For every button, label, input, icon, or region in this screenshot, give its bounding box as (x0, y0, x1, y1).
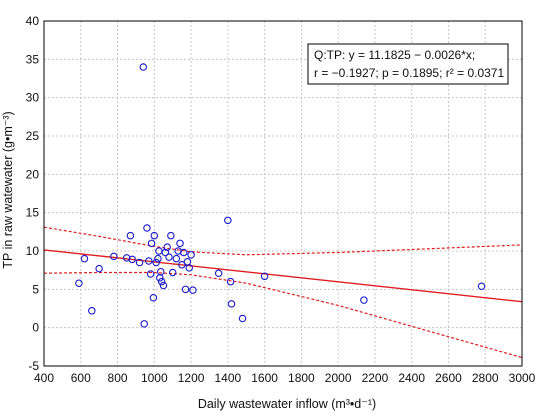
data-points (75, 63, 486, 328)
data-point (224, 216, 232, 225)
data-point (150, 231, 159, 240)
fit-line (43, 249, 523, 303)
x-axis-label: Daily wastewater inflow (m³•d⁻¹) (198, 397, 376, 411)
y-axis-label: TP in raw watewater (g•m⁻³) (1, 111, 15, 268)
data-point (183, 257, 192, 266)
x-tick-label: 1400 (214, 371, 241, 385)
x-tick-label: 1800 (288, 371, 315, 385)
confidence-lower (43, 271, 523, 359)
y-tick-label: 15 (26, 206, 40, 220)
data-point (135, 258, 144, 267)
data-point (179, 248, 188, 257)
data-point (163, 243, 171, 251)
x-tick-label: 2600 (435, 371, 462, 385)
x-tick-labels: 400 600 800 1000 1200 1400 1600 1800 2000 2200 240… (34, 371, 536, 385)
y-tick-label: 10 (26, 244, 40, 258)
regression-annotation: Q:TP: y = 11.1825 − 0.0026*x; r = −0.192… (307, 43, 509, 85)
data-point (146, 270, 155, 278)
y-tick-labels: -5 0 5 10 15 20 25 30 35 40 (26, 14, 40, 373)
data-point (88, 307, 96, 315)
plot-frame (43, 20, 523, 367)
x-tick-label: 800 (108, 371, 128, 385)
data-point (187, 251, 195, 259)
data-point (165, 253, 173, 261)
y-tick-label: 35 (26, 52, 40, 66)
data-point (156, 274, 164, 282)
x-tick-label: 600 (71, 371, 91, 385)
x-tick-label: 2400 (398, 371, 425, 385)
data-point (178, 261, 186, 269)
data-point (238, 314, 247, 323)
y-tick-label: 40 (26, 14, 40, 28)
data-point (157, 277, 166, 286)
data-point (147, 239, 156, 248)
annotation-box (307, 43, 509, 85)
data-point (174, 247, 182, 255)
data-point (140, 320, 148, 328)
x-tick-label: 1600 (251, 371, 278, 385)
data-point (360, 296, 368, 304)
data-point (75, 279, 83, 287)
data-point (128, 255, 136, 264)
data-point (260, 272, 269, 281)
x-tick-label: 400 (34, 371, 54, 385)
data-point (156, 267, 165, 276)
y-tick-label: 30 (26, 91, 40, 105)
data-point (226, 277, 235, 286)
y-tick-label: 25 (26, 129, 40, 143)
annotation-line2: r = −0.1927; p = 0.1895; r² = 0.0371 (314, 66, 504, 80)
y-tick-label: 20 (26, 167, 40, 181)
x-tick-label: 3000 (509, 371, 536, 385)
x-tick-label: 2800 (472, 371, 499, 385)
data-point (143, 224, 151, 232)
data-point (126, 231, 135, 240)
x-tick-label: 2000 (325, 371, 352, 385)
annotation-line1: Q:TP: y = 11.1825 − 0.0026*x; (314, 48, 475, 62)
y-tick-label: 0 (32, 321, 39, 335)
regression-line (43, 249, 523, 303)
data-point (227, 300, 236, 308)
data-point (172, 254, 181, 263)
data-point (159, 281, 168, 290)
data-point (80, 254, 89, 263)
data-point (149, 294, 158, 302)
data-point (185, 264, 193, 272)
data-point (189, 286, 197, 294)
data-point (214, 269, 223, 277)
data-point (477, 282, 486, 291)
data-point (95, 264, 103, 273)
data-point (181, 285, 190, 294)
data-point (168, 268, 177, 277)
data-point (145, 257, 153, 265)
data-point (167, 231, 175, 240)
data-point (152, 258, 160, 267)
confidence-band (43, 226, 523, 359)
data-point (139, 63, 148, 71)
data-point (110, 252, 118, 261)
data-point (154, 254, 162, 263)
data-point (122, 254, 131, 262)
x-tick-label: 1000 (141, 371, 168, 385)
x-tick-label: 1200 (178, 371, 205, 385)
x-tick-label: 2200 (362, 371, 389, 385)
data-point (176, 239, 184, 248)
y-tick-label: -5 (28, 359, 39, 373)
confidence-upper (43, 226, 523, 256)
y-tick-label: 5 (32, 282, 39, 296)
